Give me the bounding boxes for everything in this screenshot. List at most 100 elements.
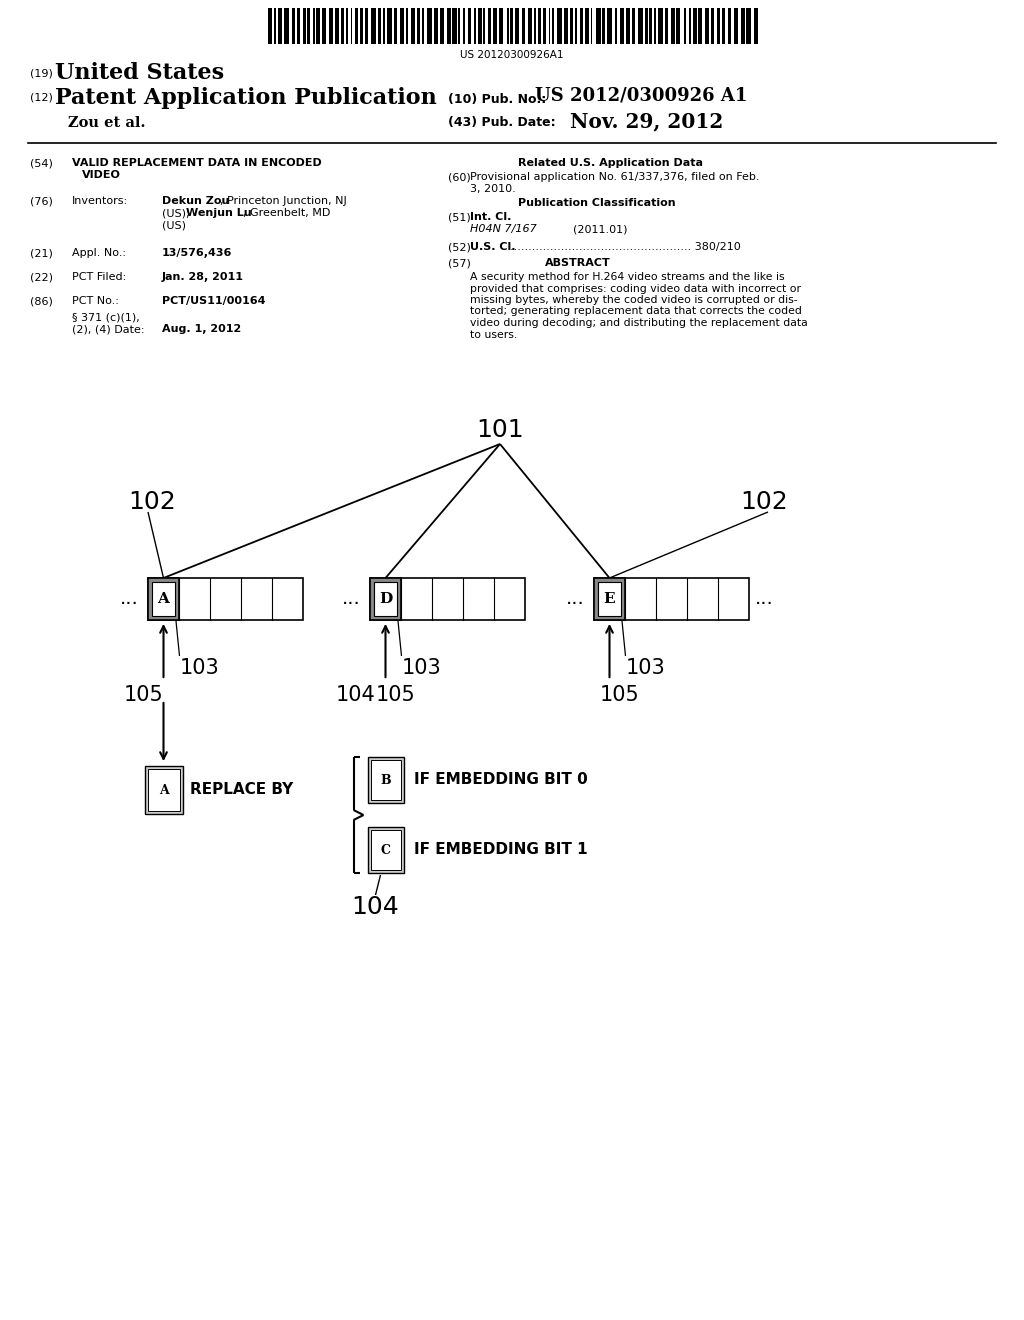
- Text: ABSTRACT: ABSTRACT: [545, 257, 610, 268]
- Bar: [400, 8, 403, 44]
- Text: VALID REPLACEMENT DATA IN ENCODED: VALID REPLACEMENT DATA IN ENCODED: [72, 158, 322, 168]
- Bar: [393, 8, 396, 44]
- Text: 105: 105: [376, 685, 416, 705]
- Bar: [335, 8, 339, 44]
- Text: (76): (76): [30, 195, 53, 206]
- Text: (21): (21): [30, 248, 53, 257]
- Bar: [329, 8, 333, 44]
- Bar: [345, 8, 348, 44]
- Bar: [378, 8, 382, 44]
- Text: (2), (4) Date:: (2), (4) Date:: [72, 323, 144, 334]
- Text: Jan. 28, 2011: Jan. 28, 2011: [162, 272, 244, 282]
- Text: A: A: [158, 591, 169, 606]
- Text: US 20120300926A1: US 20120300926A1: [460, 50, 564, 59]
- Bar: [666, 8, 669, 44]
- Text: (51): (51): [449, 213, 471, 222]
- Bar: [507, 8, 509, 44]
- Bar: [144, 766, 182, 814]
- Bar: [693, 8, 696, 44]
- Text: C: C: [381, 843, 390, 857]
- Bar: [515, 8, 519, 44]
- Bar: [279, 8, 283, 44]
- Text: (52): (52): [449, 242, 471, 252]
- Bar: [370, 578, 525, 620]
- Bar: [522, 8, 525, 44]
- Bar: [728, 8, 731, 44]
- Bar: [303, 8, 306, 44]
- Bar: [371, 830, 400, 870]
- Bar: [440, 8, 444, 44]
- Text: (57): (57): [449, 257, 471, 268]
- Bar: [683, 8, 686, 44]
- Bar: [615, 8, 617, 44]
- Bar: [434, 8, 438, 44]
- Bar: [594, 578, 749, 620]
- Bar: [705, 8, 709, 44]
- Text: Zou et al.: Zou et al.: [68, 116, 145, 129]
- Text: (43) Pub. Date:: (43) Pub. Date:: [449, 116, 556, 129]
- Text: provided that comprises: coding video data with incorrect or: provided that comprises: coding video da…: [470, 284, 801, 293]
- Bar: [374, 582, 397, 616]
- Text: § 371 (c)(1),: § 371 (c)(1),: [72, 312, 139, 322]
- Bar: [591, 8, 593, 44]
- Text: IF EMBEDDING BIT 0: IF EMBEDDING BIT 0: [414, 772, 587, 788]
- Text: Patent Application Publication: Patent Application Publication: [55, 87, 437, 110]
- Text: Wenjun Lu: Wenjun Lu: [186, 209, 252, 218]
- Bar: [468, 8, 471, 44]
- Bar: [316, 8, 319, 44]
- Bar: [746, 8, 751, 44]
- Text: 105: 105: [124, 685, 163, 705]
- Bar: [488, 8, 490, 44]
- Text: United States: United States: [55, 62, 224, 84]
- Bar: [549, 8, 551, 44]
- Bar: [268, 8, 272, 44]
- Bar: [371, 760, 400, 800]
- Text: 103: 103: [626, 657, 666, 678]
- Text: 103: 103: [401, 657, 441, 678]
- Text: 103: 103: [179, 657, 219, 678]
- Text: Dekun Zou: Dekun Zou: [162, 195, 229, 206]
- Bar: [499, 8, 504, 44]
- Bar: [474, 8, 476, 44]
- Text: 3, 2010.: 3, 2010.: [470, 183, 516, 194]
- Bar: [564, 8, 568, 44]
- Bar: [368, 828, 403, 873]
- Bar: [649, 8, 652, 44]
- Bar: [387, 8, 392, 44]
- Bar: [483, 8, 485, 44]
- Text: (19): (19): [30, 69, 53, 78]
- Text: ...: ...: [566, 590, 585, 609]
- Text: U.S. Cl.: U.S. Cl.: [470, 242, 515, 252]
- Text: E: E: [604, 591, 615, 606]
- Bar: [632, 8, 635, 44]
- Bar: [371, 8, 376, 44]
- Bar: [417, 8, 420, 44]
- Bar: [658, 8, 663, 44]
- Text: ...: ...: [342, 590, 360, 609]
- Bar: [677, 8, 680, 44]
- Text: H04N 7/167: H04N 7/167: [470, 224, 537, 234]
- Text: Aug. 1, 2012: Aug. 1, 2012: [162, 323, 242, 334]
- Text: (US): (US): [162, 220, 186, 230]
- Bar: [698, 8, 701, 44]
- Bar: [453, 8, 457, 44]
- Text: IF EMBEDDING BIT 1: IF EMBEDDING BIT 1: [414, 842, 587, 858]
- Bar: [607, 8, 611, 44]
- Bar: [458, 8, 461, 44]
- Text: PCT No.:: PCT No.:: [72, 296, 119, 306]
- Bar: [446, 8, 452, 44]
- Text: 101: 101: [476, 418, 524, 442]
- Text: REPLACE BY: REPLACE BY: [190, 783, 294, 797]
- Bar: [580, 8, 583, 44]
- Text: PCT Filed:: PCT Filed:: [72, 272, 126, 282]
- Bar: [285, 8, 290, 44]
- Bar: [350, 8, 352, 44]
- Text: torted; generating replacement data that corrects the coded: torted; generating replacement data that…: [470, 306, 802, 317]
- Text: A: A: [159, 784, 168, 796]
- Text: Inventors:: Inventors:: [72, 195, 128, 206]
- Text: video during decoding; and distributing the replacement data: video during decoding; and distributing …: [470, 318, 808, 327]
- Text: PCT/US11/00164: PCT/US11/00164: [162, 296, 265, 306]
- Text: VIDEO: VIDEO: [82, 170, 121, 180]
- Bar: [654, 8, 656, 44]
- Bar: [638, 8, 643, 44]
